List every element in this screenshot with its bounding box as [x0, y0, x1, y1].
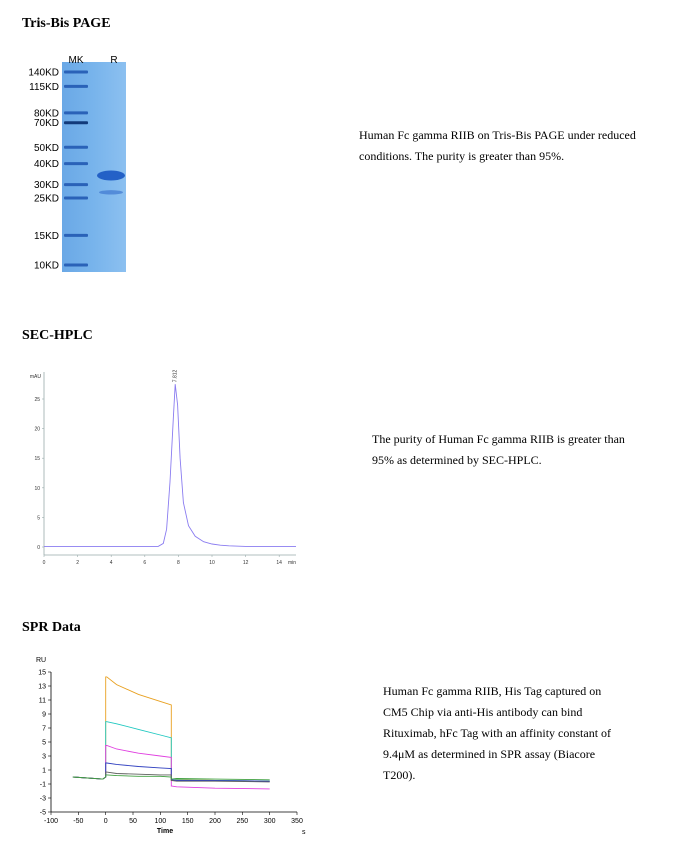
spr-y-tick-label: 15 — [38, 670, 46, 677]
caption-line: 95% as determined by SEC-HPLC. — [372, 453, 542, 467]
hplc-y-tick-label: 5 — [37, 515, 40, 521]
gel-marker-label: 30KD — [34, 180, 59, 191]
spr-x-tick-label: 0 — [104, 818, 108, 825]
spr-x-tick-label: 250 — [236, 818, 248, 825]
hplc-y-label: mAU — [30, 374, 42, 380]
spr-y-tick-label: 9 — [42, 712, 46, 719]
hplc-y-tick-label: 15 — [34, 456, 40, 462]
hplc-x-tick-label: 6 — [143, 560, 146, 566]
spr-x-tick-label: 50 — [129, 818, 137, 825]
gel-marker-label: 140KD — [28, 68, 59, 79]
hplc-y-tick-label: 20 — [34, 427, 40, 433]
hplc-x-tick-label: 2 — [76, 560, 79, 566]
gel-sample-band — [99, 190, 123, 195]
caption-line: 9.4μM as determined in SPR assay (Biacor… — [383, 747, 596, 761]
spr-y-tick-label: -5 — [40, 810, 46, 817]
hplc-x-tick-label: 8 — [177, 560, 180, 566]
gel-marker-band — [64, 145, 88, 149]
spr-x-unit: s — [302, 829, 306, 836]
spr-caption: Human Fc gamma RIIB, His Tag captured on… — [383, 681, 611, 786]
gel-background — [62, 62, 126, 272]
gel-marker-band — [64, 162, 88, 166]
caption-line: Rituximab, hFc Tag with an affinity cons… — [383, 726, 612, 740]
hplc-y-tick-label: 10 — [34, 486, 40, 492]
gel-marker-band — [64, 121, 88, 125]
hplc-trace — [44, 384, 296, 547]
spr-x-tick-label: -50 — [73, 818, 83, 825]
spr-x-tick-label: 100 — [154, 818, 166, 825]
gel-marker-band — [64, 183, 88, 187]
spr-x-tick-label: 300 — [264, 818, 276, 825]
caption-line: conditions. The purity is greater than 9… — [359, 149, 565, 163]
caption-line: T200). — [383, 768, 416, 782]
gel-marker-label: 70KD — [34, 118, 59, 129]
gel-lane-label: R — [110, 55, 117, 66]
gel-marker-label: 115KD — [29, 82, 59, 93]
hplc-peak-label: 7.812 — [173, 369, 179, 382]
gel-marker-label: 10KD — [34, 261, 59, 272]
hplc-caption: The purity of Human Fc gamma RIIB is gre… — [372, 429, 625, 471]
spr-x-tick-label: 350 — [291, 818, 303, 825]
hplc-y-tick-label: 0 — [37, 545, 40, 551]
hplc-x-tick-label: 12 — [243, 560, 249, 566]
gel-sample-band — [97, 170, 125, 181]
spr-y-tick-label: 1 — [42, 768, 46, 775]
gel-marker-label: 15KD — [34, 231, 59, 242]
spr-x-tick-label: 150 — [182, 818, 194, 825]
spr-y-tick-label: 3 — [42, 754, 46, 761]
gel-marker-label: 25KD — [34, 193, 59, 204]
caption-line: CM5 Chip via anti-His antibody can bind — [383, 705, 583, 719]
spr-y-tick-label: -3 — [40, 796, 46, 803]
gel-marker-band — [64, 70, 88, 74]
gel-marker-band — [64, 196, 88, 200]
spr-x-tick-label: 200 — [209, 818, 221, 825]
hplc-x-tick-label: 14 — [276, 560, 282, 566]
gel-marker-band — [64, 111, 88, 115]
spr-y-tick-label: 5 — [42, 740, 46, 747]
spr-section-title: SPR Data — [22, 620, 81, 635]
gel-marker-band — [64, 233, 88, 237]
spr-y-tick-label: 11 — [39, 698, 46, 705]
hplc-x-label: min — [288, 560, 296, 566]
gel-marker-label: 50KD — [34, 143, 59, 154]
spr-sensorgram-trace — [72, 774, 270, 781]
hplc-x-tick-label: 10 — [209, 560, 215, 566]
gel-marker-band — [64, 84, 88, 88]
hplc-y-tick-label: 25 — [34, 397, 40, 403]
spr-x-tick-label: -100 — [44, 818, 58, 825]
spr-x-label: Time — [157, 828, 173, 835]
spr-y-label: RU — [36, 657, 46, 664]
spr-y-tick-label: -1 — [40, 782, 46, 789]
spr-y-tick-label: 13 — [38, 684, 46, 691]
caption-line: Human Fc gamma RIIB on Tris-Bis PAGE und… — [359, 128, 636, 142]
gel-marker-label: 40KD — [34, 159, 59, 170]
caption-line: The purity of Human Fc gamma RIIB is gre… — [372, 432, 625, 446]
caption-line: Human Fc gamma RIIB, His Tag captured on — [383, 684, 602, 698]
hplc-x-tick-label: 4 — [110, 560, 113, 566]
gel-marker-band — [64, 263, 88, 267]
page-caption: Human Fc gamma RIIB on Tris-Bis PAGE und… — [359, 125, 636, 167]
spr-y-tick-label: 7 — [42, 726, 46, 733]
hplc-section-title: SEC-HPLC — [22, 328, 93, 343]
gel-lane-label: MK — [69, 55, 84, 66]
hplc-x-tick-label: 0 — [43, 560, 46, 566]
gel-marker-label: 80KD — [34, 108, 59, 119]
page-section-title: Tris-Bis PAGE — [22, 16, 111, 31]
